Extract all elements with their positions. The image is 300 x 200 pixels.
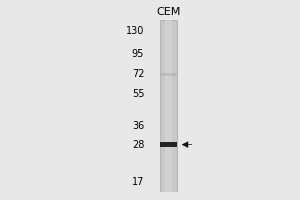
Text: CEM: CEM xyxy=(157,7,181,17)
Text: 17: 17 xyxy=(132,177,144,187)
Text: 36: 36 xyxy=(132,121,144,131)
Text: 130: 130 xyxy=(126,26,144,36)
Bar xyxy=(165,20,172,192)
Bar xyxy=(160,142,177,147)
Text: 28: 28 xyxy=(132,140,144,150)
Text: 72: 72 xyxy=(132,69,144,79)
Text: 95: 95 xyxy=(132,49,144,59)
Bar xyxy=(160,73,177,76)
Bar xyxy=(160,20,177,192)
Text: 55: 55 xyxy=(132,89,144,99)
